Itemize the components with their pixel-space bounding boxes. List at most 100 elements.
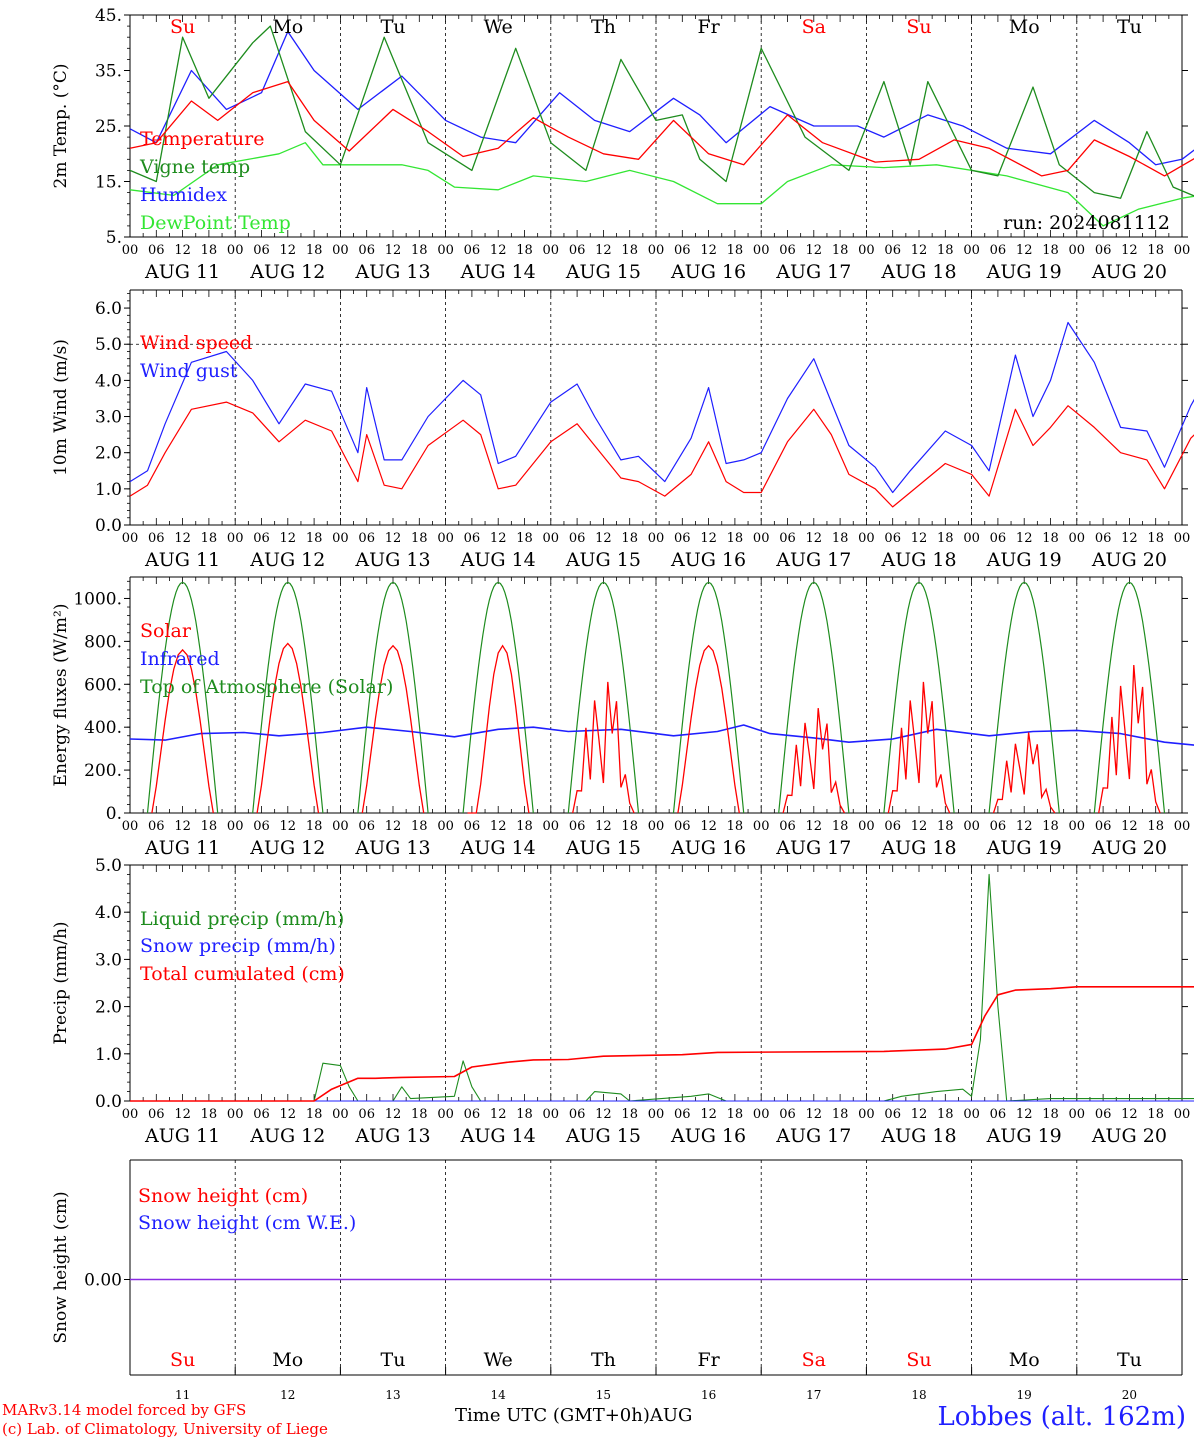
panel-5: 0.00 Snow height (cm) Snow height (cm) Snow…	[51, 1159, 1188, 1402]
hour-tick-label: 06	[990, 243, 1007, 258]
date-label: AUG 20	[1091, 1125, 1167, 1147]
hour-tick-label: 00	[858, 1107, 875, 1122]
series-line-toa-solar	[1093, 581, 1166, 814]
hour-tick-label: 18	[937, 819, 954, 834]
hour-tick-label: 18	[621, 531, 638, 546]
hour-tick-label: 18	[727, 531, 744, 546]
hour-tick-label: 12	[1016, 243, 1033, 258]
legend-entry: Top of Atmosphere (Solar)	[140, 676, 393, 698]
hour-tick-label: 06	[148, 1107, 165, 1122]
hour-tick-label: 06	[674, 819, 691, 834]
weekday-label: Fr	[697, 16, 720, 38]
date-label: AUG 12	[249, 837, 325, 859]
hour-tick-label: 18	[306, 243, 323, 258]
y-tick-label: 5.	[106, 228, 122, 248]
legend-entry: Infrared	[140, 648, 220, 670]
series-line-toa-solar	[252, 581, 324, 814]
y-tick-label: 35.	[95, 62, 122, 82]
date-label: AUG 12	[249, 1125, 325, 1147]
hour-tick-label: 06	[1095, 243, 1112, 258]
hour-tick-label: 06	[464, 819, 481, 834]
date-label: AUG 12	[249, 261, 325, 283]
hour-tick-label: 12	[595, 1107, 612, 1122]
hour-tick-label: 12	[911, 531, 928, 546]
hour-tick-label: 00	[332, 531, 349, 546]
date-label: AUG 18	[880, 837, 956, 859]
legend-entry: Vigne temp	[139, 156, 250, 178]
run-label: run: 2024081112	[1003, 212, 1170, 234]
date-label: AUG 18	[880, 261, 956, 283]
hour-tick-label: 00	[1069, 243, 1086, 258]
series-line-wind-speed	[129, 401, 1194, 508]
y-tick-label: 1.0	[95, 480, 122, 500]
hour-tick-label: 18	[832, 1107, 849, 1122]
hour-tick-label: 00	[1069, 531, 1086, 546]
day-number-label: 20	[1122, 1388, 1137, 1402]
hour-tick-label: 00	[122, 819, 139, 834]
series-line-toa-solar	[778, 581, 850, 814]
hour-tick-label: 06	[569, 531, 586, 546]
hour-tick-label: 06	[569, 243, 586, 258]
y-tick-label: 6.0	[95, 299, 122, 319]
hour-tick-label: 06	[253, 243, 270, 258]
hour-tick-label: 12	[1121, 531, 1138, 546]
date-label: AUG 12	[249, 549, 325, 571]
hour-tick-label: 00	[543, 819, 560, 834]
hour-tick-label: 12	[1016, 1107, 1033, 1122]
hour-tick-label: 06	[358, 819, 375, 834]
y-tick-label: 0.0	[95, 1092, 122, 1112]
weekday-label: Su	[170, 1349, 195, 1371]
hour-tick-label: 06	[1095, 819, 1112, 834]
date-label: AUG 18	[880, 1125, 956, 1147]
hour-tick-label: 00	[963, 819, 980, 834]
hour-tick-label: 06	[358, 531, 375, 546]
weekday-label: Mo	[272, 1349, 303, 1371]
date-label: AUG 17	[775, 1125, 851, 1147]
hour-tick-label: 18	[1042, 1107, 1059, 1122]
y-axis-label: 10m Wind (m/s)	[51, 339, 71, 476]
hour-tick-label: 00	[437, 819, 454, 834]
weekday-label: Fr	[697, 1349, 720, 1371]
weekday-label: Mo	[272, 16, 303, 38]
hour-tick-label: 00	[858, 243, 875, 258]
series-line-vigne-temp	[129, 25, 1194, 199]
y-axis-label: Energy fluxes (W/m²)	[51, 604, 71, 787]
hour-tick-label: 12	[174, 819, 191, 834]
weekday-label: Sa	[802, 16, 826, 38]
hour-tick-label: 12	[174, 531, 191, 546]
hour-tick-label: 18	[411, 819, 428, 834]
hour-tick-label: 12	[1016, 531, 1033, 546]
date-label: AUG 16	[670, 549, 746, 571]
date-label: AUG 18	[880, 549, 956, 571]
hour-tick-label: 00	[543, 1107, 560, 1122]
hour-tick-label: 00	[332, 819, 349, 834]
hour-tick-label: 00	[753, 531, 770, 546]
series-line-solar	[467, 644, 530, 814]
series-line-toa-solar	[357, 581, 429, 814]
date-label: AUG 13	[354, 1125, 430, 1147]
y-tick-label: 5.0	[95, 856, 122, 876]
hour-tick-label: 12	[490, 1107, 507, 1122]
x-axis-title-text: Time UTC (GMT+0h)	[455, 1405, 650, 1426]
date-label: AUG 17	[775, 261, 851, 283]
hour-tick-label: 12	[490, 243, 507, 258]
series-line-total-cumulated-cm-	[130, 986, 1194, 1102]
date-label: AUG 20	[1091, 549, 1167, 571]
hour-tick-label: 18	[937, 243, 954, 258]
hour-tick-label: 18	[727, 243, 744, 258]
panel-1: 5. 15. 25. 35. 45. 2m Temp. (°C) Temperature Vi…	[51, 6, 1194, 283]
day-number-label: 17	[806, 1388, 821, 1402]
date-label: AUG 17	[775, 549, 851, 571]
hour-tick-label: 00	[332, 243, 349, 258]
hour-tick-label: 18	[306, 1107, 323, 1122]
hour-tick-label: 00	[332, 1107, 349, 1122]
y-tick-label: 600.	[84, 675, 122, 695]
hour-tick-label: 18	[1042, 243, 1059, 258]
hour-tick-label: 06	[148, 243, 165, 258]
hour-tick-label: 00	[1174, 531, 1191, 546]
series-line-toa-solar	[567, 581, 640, 814]
hour-tick-label: 18	[832, 531, 849, 546]
legend-entry: Wind gust	[140, 360, 238, 382]
station-label: Lobbes (alt. 162m)	[937, 1402, 1186, 1432]
hour-tick-label: 00	[227, 1107, 244, 1122]
